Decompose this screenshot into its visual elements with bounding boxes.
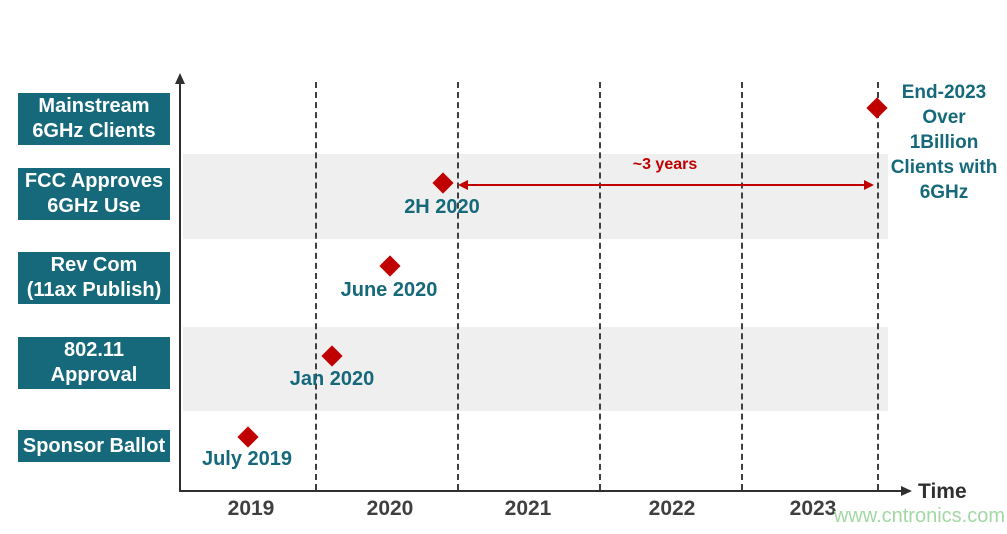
- watermark: www.cntronics.com: [833, 505, 1005, 527]
- annotation-arrow-line: [466, 184, 866, 186]
- gridline-2022-start: [599, 82, 601, 490]
- x-tick-2022: 2022: [648, 497, 696, 520]
- milestone-label-june-2020: June 2020: [340, 279, 438, 301]
- annotation-label: ~3 years: [632, 156, 698, 173]
- gridline-2023-start: [741, 82, 743, 490]
- annotation-arrowhead-left-icon: [458, 180, 468, 190]
- milestone-diamond-july-2019: [237, 426, 259, 448]
- milestone-label-2h-2020: 2H 2020: [404, 196, 480, 218]
- milestone-label-jan-2020: Jan 2020: [289, 368, 375, 390]
- category-box-80211-approval: 802.11 Approval: [18, 337, 170, 389]
- category-box-sponsor-ballot: Sponsor Ballot: [18, 430, 170, 462]
- x-tick-2020: 2020: [366, 497, 414, 520]
- y-axis-arrow-icon: [175, 73, 185, 84]
- category-box-fcc-approves-6ghz-use: FCC Approves 6GHz Use: [18, 168, 170, 220]
- milestone-label-july-2019: July 2019: [201, 448, 293, 470]
- row-band-fcc: [183, 154, 888, 239]
- x-axis-arrow-icon: [901, 486, 912, 496]
- row-band-80211: [183, 327, 888, 411]
- x-tick-2019: 2019: [227, 497, 275, 520]
- x-tick-2023: 2023: [789, 497, 837, 520]
- x-axis-title: Time: [918, 480, 967, 503]
- end-2023-note: End-2023 Over 1Billion Clients with 6GHz: [890, 82, 998, 203]
- category-box-rev-com-11ax-publish: Rev Com (11ax Publish): [18, 252, 170, 304]
- annotation-arrowhead-right-icon: [864, 180, 874, 190]
- gridline-2021-start: [457, 82, 459, 490]
- gridline-2020-start: [315, 82, 317, 490]
- x-axis-line: [179, 490, 903, 492]
- milestone-diamond-june-2020: [379, 255, 401, 277]
- gridline-2024-start: [877, 82, 879, 490]
- x-tick-2021: 2021: [504, 497, 552, 520]
- category-box-mainstream-6ghz-clients: Mainstream 6GHz Clients: [18, 93, 170, 145]
- y-axis-line: [179, 84, 181, 491]
